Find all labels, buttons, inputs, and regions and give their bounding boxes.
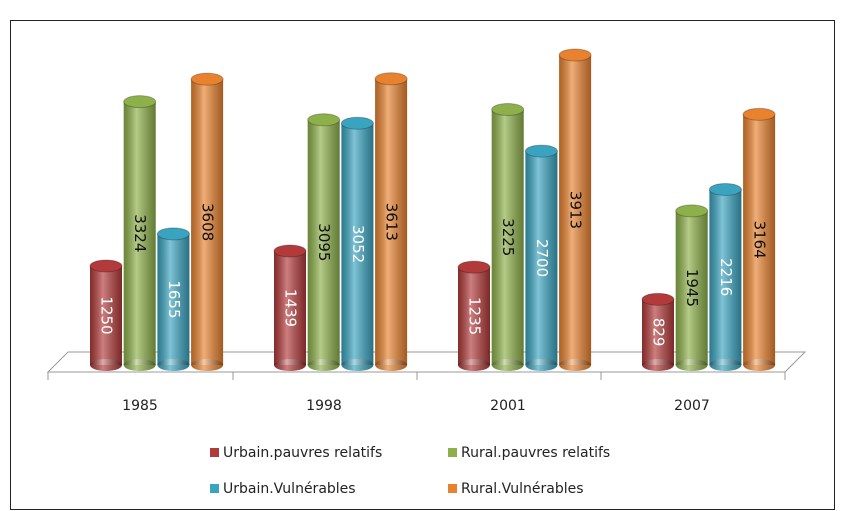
legend-swatch [210, 448, 219, 457]
bar-top [307, 113, 341, 127]
bar-shade [307, 119, 340, 365]
legend-swatch [448, 484, 457, 493]
bar-shade [559, 55, 592, 365]
bar-top [491, 103, 525, 117]
value-label: 3052 [349, 225, 367, 263]
bar-top [89, 259, 123, 273]
value-label: 3324 [131, 214, 149, 252]
bar-top [558, 48, 592, 62]
value-label: 1945 [683, 269, 701, 307]
bar-top [190, 72, 224, 86]
bar-shade [123, 101, 156, 365]
bar-top [123, 95, 157, 109]
value-label: 829 [650, 318, 668, 347]
value-label: 1250 [98, 296, 116, 334]
value-label: 1235 [466, 297, 484, 335]
legend-label: Rural.pauvres relatifs [461, 445, 610, 461]
bar-shade [458, 267, 490, 365]
x-tick-label: 2007 [674, 398, 710, 414]
bar-shade [90, 265, 122, 365]
bar-shade [375, 78, 408, 365]
value-label: 3913 [567, 191, 585, 229]
floor [46, 351, 807, 373]
legend-label: Urbain.pauvres relatifs [223, 445, 382, 461]
value-label: 1439 [282, 289, 300, 327]
bar-top [524, 144, 558, 158]
bar-shade [274, 250, 306, 365]
bar-shade [675, 210, 708, 365]
legend-label: Rural.Vulnérables [461, 481, 584, 497]
bar-top [742, 107, 776, 121]
bar-top [457, 260, 491, 274]
x-tick-label: 1985 [122, 398, 158, 414]
bar-top [675, 204, 709, 218]
bar-top [156, 227, 190, 241]
bar-top [340, 116, 374, 130]
value-label: 2216 [717, 258, 735, 296]
bar-shade [525, 151, 558, 365]
value-label: 3095 [315, 223, 333, 261]
legend-swatch [210, 484, 219, 493]
bar-shade [341, 123, 374, 365]
legend-label: Urbain.Vulnérables [223, 481, 356, 497]
bar-top [641, 292, 675, 306]
bar-shade [491, 109, 524, 365]
bar-top [273, 244, 307, 258]
bar-top [374, 72, 408, 86]
bar-shade [157, 233, 190, 365]
value-label: 3225 [499, 218, 517, 256]
bar-shade [743, 114, 776, 365]
x-tick-label: 2001 [490, 398, 526, 414]
value-label: 3608 [199, 203, 217, 241]
value-label: 1655 [165, 280, 183, 318]
x-tick-label: 1998 [306, 398, 342, 414]
legend-swatch [448, 448, 457, 457]
bar-shade [191, 79, 224, 365]
bar-shade [709, 189, 742, 365]
bar-shade [642, 299, 674, 365]
value-label: 3613 [383, 203, 401, 241]
bar-top [708, 182, 742, 196]
value-label: 3164 [751, 221, 769, 259]
value-label: 2700 [533, 239, 551, 277]
